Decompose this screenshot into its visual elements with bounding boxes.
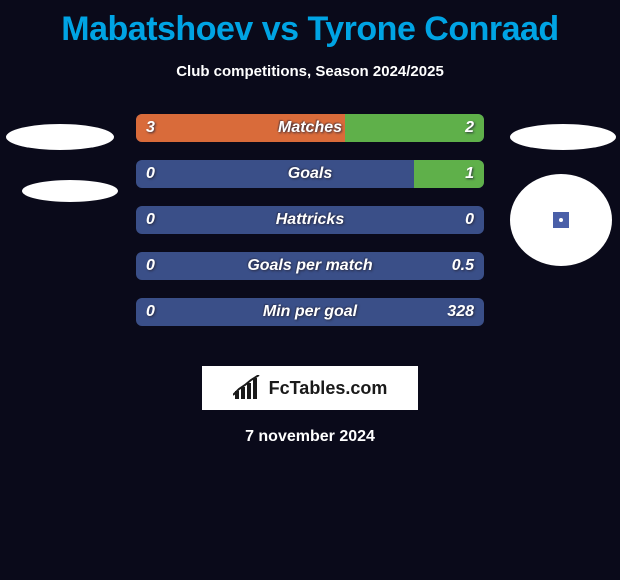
player2-name: Tyrone Conraad (308, 10, 559, 48)
bar-right-value: 0.5 (452, 252, 474, 280)
bar-label: Min per goal (136, 298, 484, 326)
logo-text: FcTables.com (269, 378, 388, 399)
stat-bar-row: 0Goals per match0.5 (136, 252, 484, 280)
bar-right-value: 0 (465, 206, 474, 234)
source-logo: FcTables.com (202, 366, 418, 410)
bar-right-value: 328 (447, 298, 474, 326)
bar-label: Hattricks (136, 206, 484, 234)
bar-label: Matches (136, 114, 484, 142)
bar-right-value: 2 (465, 114, 474, 142)
subtitle: Club competitions, Season 2024/2025 (0, 63, 620, 80)
decor-circle-icon (510, 174, 612, 266)
stat-bar-row: 3Matches2 (136, 114, 484, 142)
stat-bar-row: 0Goals1 (136, 160, 484, 188)
bar-right-value: 1 (465, 160, 474, 188)
comparison-arena: 3Matches20Goals10Hattricks00Goals per ma… (0, 114, 620, 354)
stat-bars: 3Matches20Goals10Hattricks00Goals per ma… (136, 114, 484, 344)
bar-chart-icon (233, 375, 263, 401)
decor-ellipse-icon (6, 124, 114, 150)
bar-label: Goals per match (136, 252, 484, 280)
decor-ellipse-icon (510, 124, 616, 150)
date-text: 7 november 2024 (0, 428, 620, 446)
comparison-title: Mabatshoev vs Tyrone Conraad (0, 0, 620, 49)
stat-bar-row: 0Min per goal328 (136, 298, 484, 326)
vs-text: vs (262, 10, 299, 48)
badge-icon (553, 212, 569, 228)
decor-ellipse-icon (22, 180, 118, 202)
stat-bar-row: 0Hattricks0 (136, 206, 484, 234)
player1-name: Mabatshoev (61, 10, 253, 48)
bar-label: Goals (136, 160, 484, 188)
